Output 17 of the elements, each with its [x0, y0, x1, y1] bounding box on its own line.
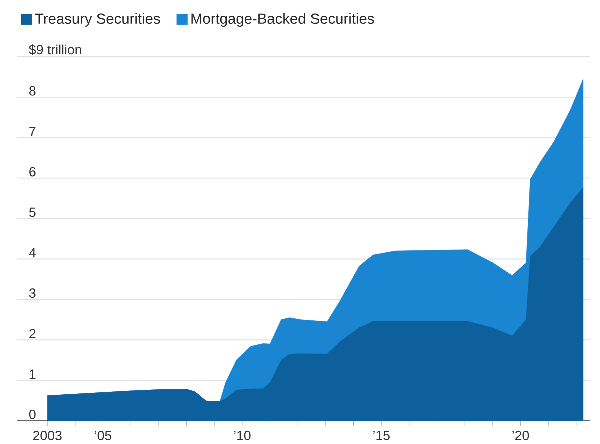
y-tick-label: $9 trillion — [29, 44, 82, 56]
y-tick-label: 4 — [29, 248, 36, 258]
legend-label: Treasury Securities — [35, 13, 160, 27]
y-tick-label: 3 — [29, 288, 36, 298]
y-tick-label: 8 — [30, 86, 36, 96]
y-tick-label: 2 — [30, 329, 36, 339]
y-tick-label: 0 — [29, 410, 36, 420]
y-tick-label: 6 — [30, 167, 36, 177]
x-tick-label: ’20 — [512, 431, 530, 440]
x-tick-label: ’10 — [234, 431, 251, 440]
y-tick-label: 5 — [29, 208, 36, 218]
x-tick-label: ’05 — [95, 431, 112, 440]
legend-label: Mortgage-Backed Securities — [192, 13, 374, 27]
y-tick-label: 1 — [30, 370, 36, 379]
x-tick-label: 2003 — [33, 431, 62, 440]
x-tick-label: ’15 — [374, 431, 390, 440]
y-tick-label: 7 — [30, 127, 36, 136]
